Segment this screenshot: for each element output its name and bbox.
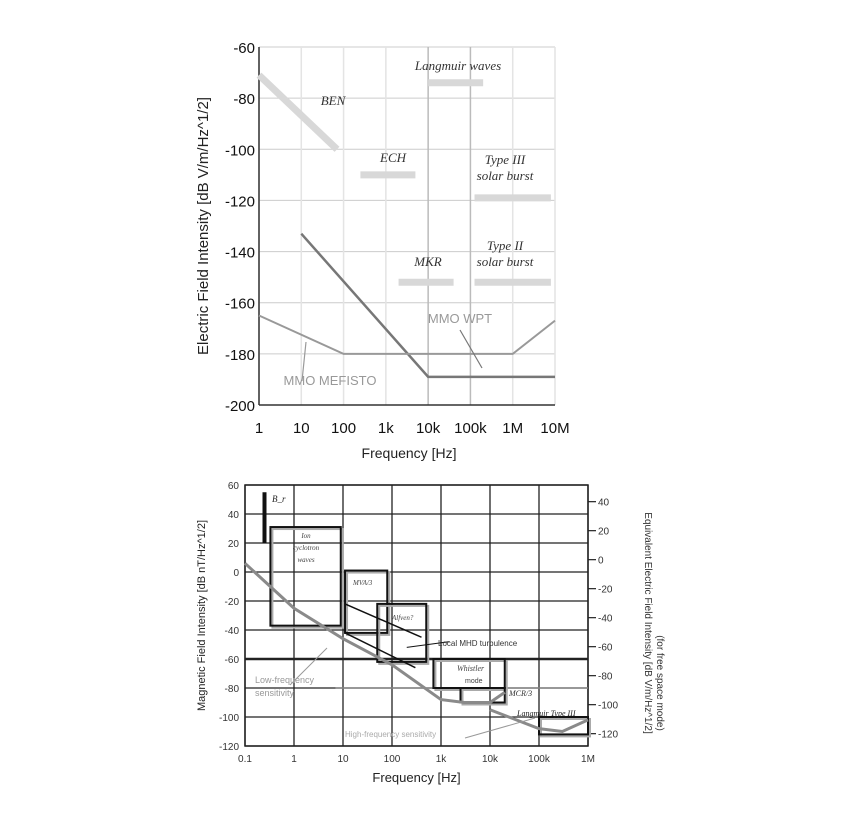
y-tick-label: -80 <box>225 684 240 695</box>
x-tick-label: 100k <box>454 420 487 437</box>
series-line-0 <box>243 562 506 704</box>
annotation-label: mode <box>465 678 483 685</box>
annotation-label: MMO WPT <box>428 311 492 326</box>
region-box-shadow <box>378 604 430 665</box>
series-line-0 <box>300 232 555 379</box>
y2-axis-label: Equivalent Electric Field Intensity [dB … <box>642 512 653 734</box>
region-box-shadow <box>461 689 508 706</box>
y-axis-label: Magnetic Field Intensity [dB nT/Hz^1/2] <box>196 520 208 711</box>
y-tick-label: -120 <box>225 193 255 210</box>
annotation-label: solar burst <box>477 254 534 269</box>
annotation-label: BEN <box>321 93 347 108</box>
x-tick-label: 1M <box>581 754 595 765</box>
annotation-label: Whistler <box>457 664 485 673</box>
series-line-1 <box>258 314 556 355</box>
y-tick-label: 0 <box>233 568 239 579</box>
mefisto-pointer-arrow <box>301 341 307 382</box>
annotation-label: Langmuir waves <box>414 58 501 73</box>
mhd-pointer <box>406 641 450 648</box>
plot-frame <box>244 484 589 747</box>
annotation-label: Langmuir Type III <box>516 709 576 718</box>
y2-tick-label: -60 <box>598 643 613 654</box>
x-tick-label: 10M <box>540 420 569 437</box>
y-tick-label: 40 <box>228 510 240 521</box>
annotation-label: Ion <box>300 532 311 540</box>
annotation-label: MVA/3 <box>352 579 373 587</box>
mhd-line-lower <box>344 632 416 669</box>
mhd-line-upper <box>344 603 422 638</box>
y2-tick-label: -80 <box>598 672 613 683</box>
x-axis-label: Frequency [Hz] <box>372 770 460 785</box>
y-axis-label: Electric Field Intensity [dB V/m/Hz^1/2] <box>195 97 212 355</box>
y-tick-label: -60 <box>225 655 240 666</box>
y2-tick-label: 0 <box>598 556 604 567</box>
y-tick-label: -60 <box>233 40 255 57</box>
x-tick-label: 0.1 <box>238 754 252 765</box>
y-tick-label: -80 <box>233 91 255 108</box>
annotation-label: Low-frequency <box>255 675 315 685</box>
x-tick-label: 10 <box>293 420 310 437</box>
x-axis-label: Frequency [Hz] <box>362 445 457 461</box>
annotation-label: Local MHD turbulence <box>438 639 518 648</box>
x-tick-label: 100k <box>528 754 551 765</box>
region-box-1 <box>269 526 342 627</box>
annotation-label: solar burst <box>477 168 534 183</box>
annotation-label: MKR <box>413 254 442 269</box>
series-line-1 <box>489 708 589 734</box>
y-tick-label: -140 <box>225 245 255 262</box>
y2-tick-label: -20 <box>598 585 613 596</box>
y-tick-label: -200 <box>225 398 255 415</box>
region-box-shadow <box>271 528 344 629</box>
y2-tick-label: -120 <box>598 730 618 741</box>
x-tick-label: 1k <box>378 420 394 437</box>
x-tick-label: 10k <box>416 420 441 437</box>
x-tick-label: 1M <box>502 420 523 437</box>
y2-tick-label: -40 <box>598 614 613 625</box>
wpt-pointer-arrow <box>459 329 483 369</box>
annotation-label: Alfven? <box>391 614 414 622</box>
region-box-3 <box>376 602 428 663</box>
region-band-0 <box>256 72 340 152</box>
y2-tick-label: 40 <box>598 498 610 509</box>
annotation-label: ECH <box>379 150 407 165</box>
annotation-label: Type III <box>485 152 526 167</box>
x-tick-label: 1 <box>291 754 297 765</box>
x-tick-label: 100 <box>384 754 401 765</box>
hf-pointer <box>464 717 536 739</box>
annotation-label: waves <box>297 556 314 564</box>
y-tick-label: -100 <box>225 142 255 159</box>
annotation-label: High-frequency sensitivity <box>345 730 436 739</box>
region-box-2 <box>344 569 389 634</box>
x-tick-label: 1k <box>436 754 448 765</box>
x-tick-label: 100 <box>331 420 356 437</box>
y2-tick-label: -100 <box>598 701 618 712</box>
y-tick-label: -160 <box>225 296 255 313</box>
y2-axis-note: (for free space mode) <box>654 635 665 731</box>
bottom-chart-panel: 60 40 20 0 -20 -40 -60 -80 -100 -120 0.1 1 10 100 1k 10… <box>195 478 665 788</box>
annotation-label: MCR/3 <box>508 689 532 698</box>
annotation-label: B_r <box>272 494 286 504</box>
x-tick-label: 10 <box>337 754 349 765</box>
region-box-7 <box>538 716 589 736</box>
y-tick-label: -100 <box>219 713 239 724</box>
y2-tick-label: 20 <box>598 527 610 538</box>
y-tick-label: -20 <box>225 597 240 608</box>
y-tick-label: 20 <box>228 539 240 550</box>
annotation-label: MMO MEFISTO <box>284 373 377 388</box>
annotation-label: sensitivity <box>255 688 295 698</box>
top-chart-panel: -60 -80 -100 -120 -140 -160 -180 -200 1 10 100 1k 10… <box>190 40 572 463</box>
y-tick-label: -120 <box>219 742 239 753</box>
y-tick-label: -180 <box>225 347 255 364</box>
lf-pointer <box>289 647 328 686</box>
y-tick-label: 60 <box>228 481 240 492</box>
annotation-label: cyclotron <box>293 544 320 552</box>
x-tick-label: 1 <box>255 420 263 437</box>
annotation-label: Type II <box>487 238 524 253</box>
y-tick-label: -40 <box>225 626 240 637</box>
x-tick-label: 10k <box>482 754 499 765</box>
